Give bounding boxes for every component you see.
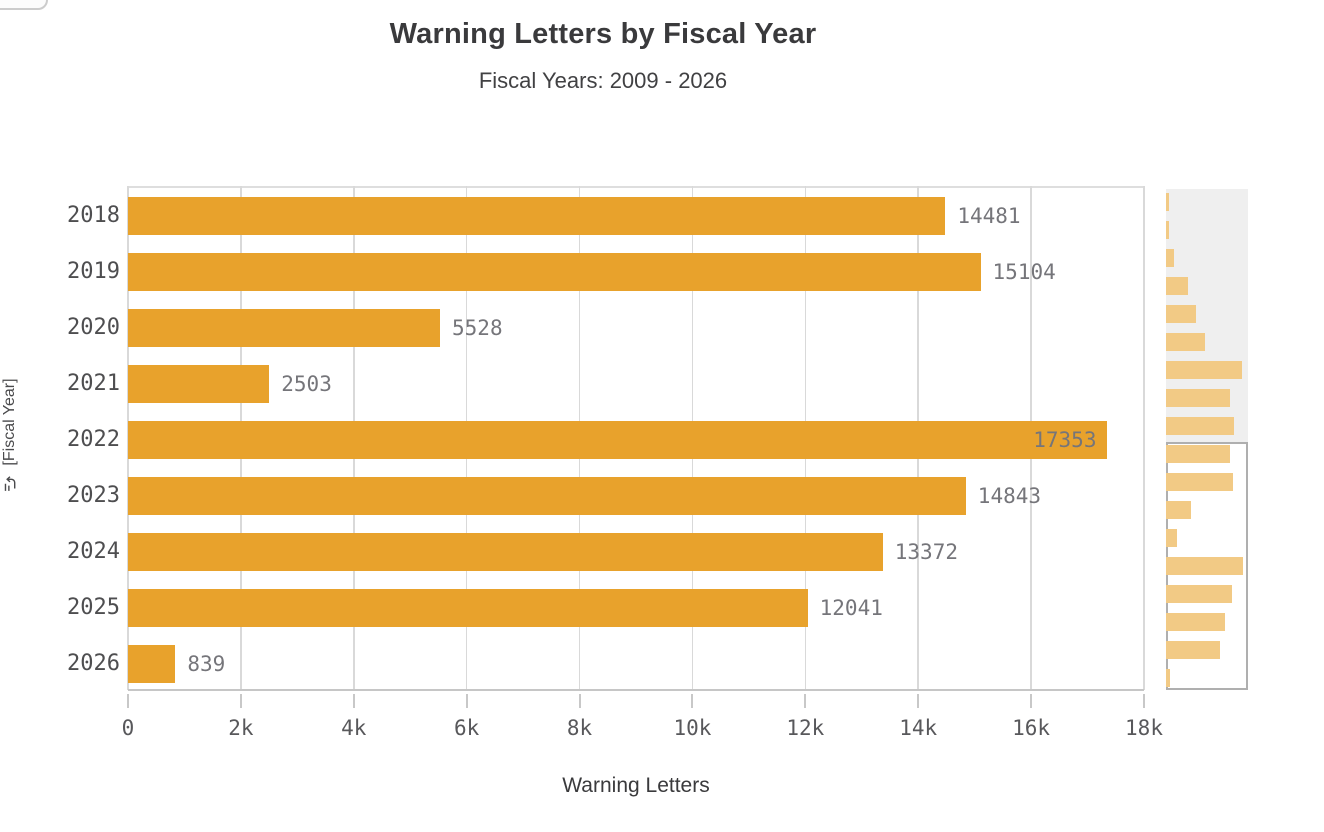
- bar-value-label-2020: 5528: [452, 316, 503, 340]
- y-category-label-2023: 2023: [67, 483, 120, 508]
- minimap-bar-2022: [1166, 557, 1244, 575]
- x-tick-mark: [239, 694, 242, 708]
- y-category-label-2018: 2018: [67, 203, 120, 228]
- x-tick-label-2k: 2k: [228, 716, 254, 740]
- minimap-bar-2019: [1166, 473, 1234, 491]
- bar-value-label-2018: 14481: [957, 204, 1021, 228]
- minimap-bar-2009: [1166, 193, 1169, 211]
- x-tick-label-8k: 8k: [566, 716, 593, 740]
- bar-2023[interactable]: [128, 477, 966, 515]
- minimap-bar-2023: [1166, 585, 1232, 603]
- x-tick-mark: [1030, 694, 1033, 708]
- minimap[interactable]: [1166, 186, 1250, 690]
- bar-value-label-2025: 12041: [819, 596, 883, 620]
- x-axis-line: [128, 689, 1144, 691]
- x-tick-mark: [127, 694, 129, 708]
- minimap-bar-2021: [1166, 529, 1178, 547]
- x-tick-label-12k: 12k: [786, 716, 825, 740]
- y-category-label-2024: 2024: [67, 539, 120, 564]
- x-tick-label-14k: 14k: [899, 716, 938, 740]
- bar-2021[interactable]: [128, 365, 270, 403]
- y-category-label-2026: 2026: [67, 651, 120, 676]
- x-tick-label-0: 0: [121, 716, 135, 740]
- x-tick-label-18k: 18k: [1125, 716, 1163, 740]
- minimap-bar-2024: [1166, 613, 1226, 631]
- sort-icon[interactable]: [2, 475, 18, 492]
- minimap-bar-2018: [1166, 445, 1231, 463]
- minimap-bar-2010: [1166, 221, 1170, 239]
- x-tick-label-16k: 16k: [1012, 716, 1051, 740]
- minimap-bar-2012: [1166, 277, 1188, 295]
- bar-2026[interactable]: [128, 645, 176, 683]
- y-category-label-2020: 2020: [67, 315, 120, 340]
- bar-2024[interactable]: [128, 533, 883, 571]
- y-category-label-2019: 2019: [67, 259, 120, 284]
- y-axis-field-label: [Fiscal Year]: [1, 378, 18, 466]
- gridline-18k: [1143, 186, 1145, 690]
- x-tick-mark: [465, 694, 468, 708]
- x-tick-label-10k: 10k: [673, 716, 712, 740]
- bar-value-label-2019: 15104: [992, 260, 1056, 284]
- x-tick-label-6k: 6k: [454, 716, 480, 740]
- y-category-label-2021: 2021: [67, 371, 120, 396]
- bar-value-label-2024: 13372: [894, 540, 958, 564]
- minimap-bar-2011: [1166, 249, 1174, 267]
- minimap-bar-2017: [1166, 417, 1235, 435]
- x-tick-mark: [1143, 694, 1145, 708]
- plot-top-border: [128, 186, 1144, 188]
- bar-value-label-2021: 2503: [281, 372, 332, 396]
- cutoff-corner-button[interactable]: [0, 0, 48, 10]
- bar-2022[interactable]: [128, 421, 1108, 459]
- y-category-label-2022: 2022: [67, 427, 120, 452]
- minimap-bar-2026: [1166, 669, 1170, 687]
- minimap-bar-2016: [1166, 389, 1230, 407]
- x-tick-mark: [804, 694, 807, 708]
- bar-value-label-2022: 17353: [1033, 428, 1097, 452]
- bar-value-label-2023: 14843: [977, 484, 1042, 508]
- x-tick-mark: [917, 694, 920, 708]
- bar-2020[interactable]: [128, 309, 441, 347]
- x-axis-title: Warning Letters: [562, 774, 710, 797]
- y-axis-title: [Fiscal Year]: [0, 340, 21, 530]
- chart-subtitle: Fiscal Years: 2009 - 2026: [478, 68, 728, 93]
- y-category-label-2025: 2025: [67, 595, 120, 620]
- x-tick-mark: [352, 694, 355, 708]
- minimap-bar-2020: [1166, 501, 1191, 519]
- x-tick-mark: [691, 694, 694, 708]
- bar-2019[interactable]: [128, 253, 981, 291]
- x-tick-mark: [578, 694, 581, 708]
- minimap-bar-2014: [1166, 333, 1206, 351]
- bar-2025[interactable]: [128, 589, 808, 627]
- minimap-bar-2025: [1166, 641, 1220, 659]
- bar-2018[interactable]: [128, 197, 946, 235]
- chart-title: Warning Letters by Fiscal Year: [389, 18, 817, 50]
- minimap-bar-2013: [1166, 305, 1196, 323]
- x-tick-label-4k: 4k: [341, 716, 367, 740]
- plot-area: 14481 15104 5528 2503 17353 14843 13372 12041 83…: [67, 186, 1163, 797]
- bar-value-label-2026: 839: [187, 652, 226, 676]
- minimap-bar-2015: [1166, 361, 1242, 379]
